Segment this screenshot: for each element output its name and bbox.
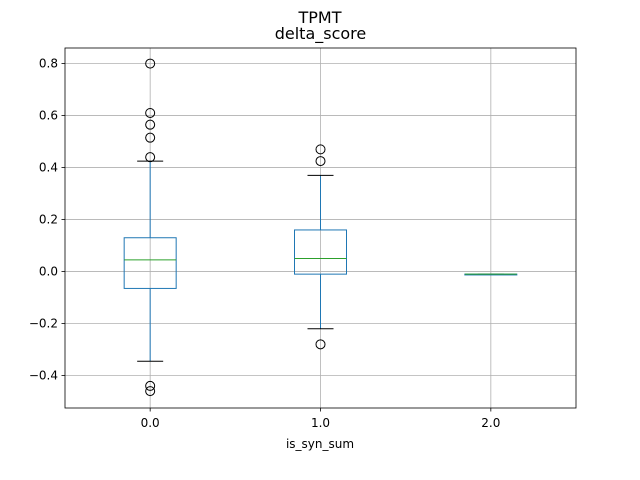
y-tick-label-4: 0.4 <box>39 161 58 175</box>
outlier-1-2 <box>315 339 326 350</box>
outlier-0-6 <box>145 386 156 397</box>
y-tick-label-5: 0.6 <box>39 109 58 123</box>
outlier-0-4 <box>145 152 156 163</box>
box-group-0 <box>123 58 177 397</box>
outlier-0-0 <box>145 58 156 69</box>
box-layer <box>123 58 518 397</box>
x-tick-label-1: 1.0 <box>311 416 330 430</box>
y-tick-label-1: −0.2 <box>29 317 58 331</box>
y-tick-label-2: 0.0 <box>39 265 58 279</box>
chart-suptitle: TPMT <box>298 8 342 27</box>
outlier-0-3 <box>145 132 156 143</box>
chart-title: delta_score <box>274 24 367 43</box>
y-tick-label-0: −0.4 <box>29 369 58 383</box>
outlier-0-5 <box>145 380 156 391</box>
outlier-0-2 <box>145 119 156 130</box>
x-tick-label-0: 0.0 <box>141 416 160 430</box>
box-group-2 <box>464 273 518 276</box>
y-tick-label-3: 0.2 <box>39 213 58 227</box>
outlier-1-0 <box>315 144 326 155</box>
box-0 <box>123 237 177 289</box>
outlier-0-1 <box>145 107 156 118</box>
x-axis-label: is_syn_sum <box>286 437 354 451</box>
y-tick-label-6: 0.8 <box>39 57 58 71</box>
outlier-1-1 <box>315 156 326 167</box>
x-tick-label-2: 2.0 <box>481 416 500 430</box>
box-group-1 <box>294 144 347 350</box>
box-1 <box>294 229 347 275</box>
axes-layer: −0.4 −0.2 0.0 0.2 0.4 0.6 0.8 0.0 1.0 2.0 <box>29 47 577 430</box>
